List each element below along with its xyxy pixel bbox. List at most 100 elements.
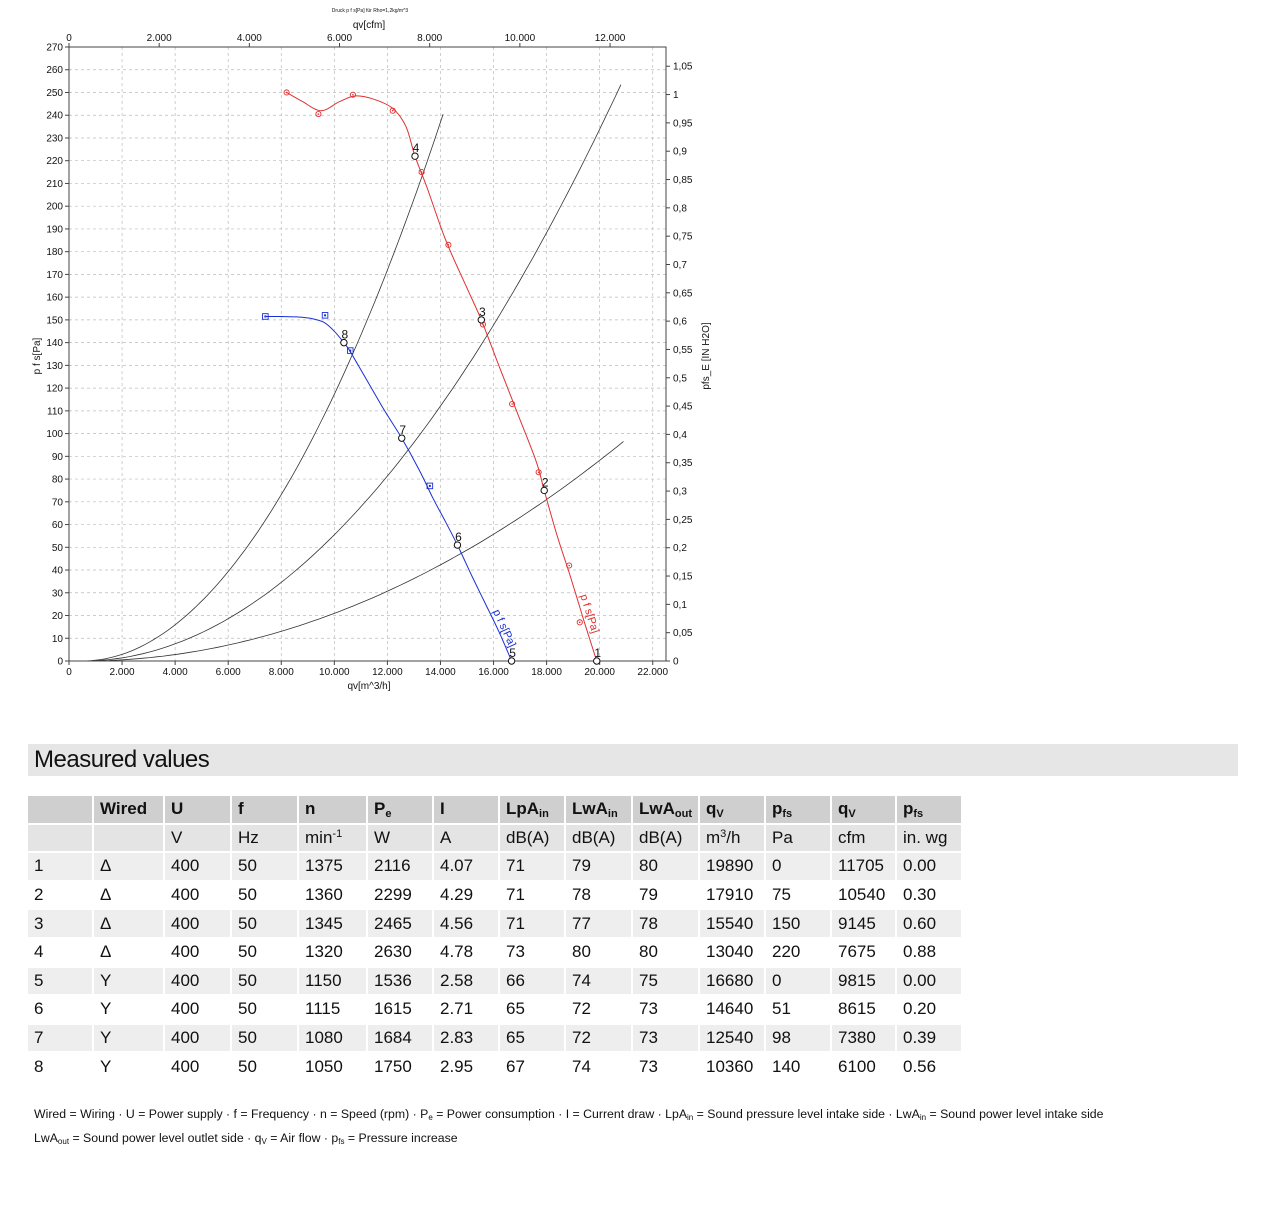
y-tick-label: 10 xyxy=(52,634,64,645)
table-cell: 4.07 xyxy=(434,853,498,880)
curve-marker-dot xyxy=(391,109,394,112)
curve-marker xyxy=(509,400,516,408)
curve-marker-dot xyxy=(447,244,450,246)
table-unit-cell: Pa xyxy=(766,824,830,852)
table-cell: 50 xyxy=(232,881,297,909)
system-curve xyxy=(82,441,624,662)
table-cell: 14640 xyxy=(700,996,764,1023)
curve-marker-dot xyxy=(349,349,352,352)
table-row: 3 Δ 400 50 1345 2465 4.56 71 77 78 15540 150 9145 0.6… xyxy=(28,910,961,937)
y-tick-label: 260 xyxy=(46,65,63,76)
operating-point-8 xyxy=(340,338,348,347)
table-header-cell: qV xyxy=(832,796,895,823)
y-tick-label: 70 xyxy=(52,497,64,508)
operating-point-label-2: 2 xyxy=(542,475,549,489)
table-header-cell: U xyxy=(165,796,230,823)
table-cell: 7 xyxy=(28,1024,92,1052)
table-cell: 79 xyxy=(566,853,631,880)
table-cell: 10360 xyxy=(700,1053,764,1080)
table-cell: 50 xyxy=(232,938,297,966)
fan-curve-1 xyxy=(286,92,598,662)
table-cell: 1 xyxy=(28,853,92,880)
y-tick-label: 0 xyxy=(57,657,63,668)
x-tick-label: 0 xyxy=(66,667,72,678)
table-cell: 19890 xyxy=(700,853,764,880)
y-tick-label: 40 xyxy=(52,566,64,577)
operating-point-label-8: 8 xyxy=(342,328,349,342)
y-right-tick-label: 0,5 xyxy=(673,373,687,384)
table-cell: Y xyxy=(94,967,163,995)
fan-curves: p f s[Pa]p f s[Pa] xyxy=(262,89,601,662)
table-cell: 1345 xyxy=(299,910,366,937)
table-cell: 7675 xyxy=(832,938,895,966)
x-tick-label: 20.000 xyxy=(584,667,615,678)
table-cell: 8615 xyxy=(832,996,895,1023)
table-cell: 72 xyxy=(566,996,631,1023)
fan-curve-chart: p f s[Pa]p f s[Pa] 0 2.000 4.000 6.000 8.000… xyxy=(32,8,712,692)
x-bottom-axis-label: qv[m^3/h] xyxy=(347,681,390,692)
table-header-cell: LwAout xyxy=(633,796,698,823)
y-right-tick-label: 1 xyxy=(673,90,679,101)
table-cell: 75 xyxy=(633,967,698,995)
y-tick-label: 60 xyxy=(52,520,64,531)
table-row: 4 Δ 400 50 1320 2630 4.78 73 80 80 13040 220 7675 0.8… xyxy=(28,938,961,966)
table-unit-cell: cfm xyxy=(832,824,895,852)
y-left-axis-label: p f s[Pa] xyxy=(32,337,43,374)
table-cell: 50 xyxy=(232,967,297,995)
curve-marker xyxy=(426,482,434,490)
table-cell: 65 xyxy=(500,996,564,1023)
operating-point-1 xyxy=(593,657,601,665)
curve-marker-dot xyxy=(352,93,354,96)
table-cell: 4 xyxy=(28,938,92,966)
curve-marker-dot xyxy=(428,484,431,487)
table-cell: 73 xyxy=(500,938,564,966)
y-tick-label: 270 xyxy=(46,43,63,54)
table-cell: Δ xyxy=(94,910,163,937)
y-right-tick-label: 0,75 xyxy=(673,232,693,243)
table-cell: 9145 xyxy=(832,910,895,937)
table-unit-cell: Hz xyxy=(232,824,297,852)
table-cell: 1375 xyxy=(299,853,366,880)
y-tick-label: 170 xyxy=(46,270,63,281)
y-right-tick-label: 0,6 xyxy=(673,317,687,328)
plot-frame xyxy=(68,46,667,662)
x-top-tick-label: 6.000 xyxy=(327,33,352,44)
table-cell: 16680 xyxy=(700,967,764,995)
y-right-tick-label: 0,4 xyxy=(673,430,687,441)
y-right-tick-label: 0,85 xyxy=(673,175,693,186)
table-cell: Y xyxy=(94,1053,163,1080)
table-unit-cell: m3/h xyxy=(700,824,764,852)
table-row: 1 Δ 400 50 1375 2116 4.07 71 79 80 19890 0 11705 0.00 xyxy=(28,853,961,880)
y-tick-label: 140 xyxy=(46,338,63,349)
x-tick-label: 14.000 xyxy=(425,667,456,678)
x-top-tick-label: 0 xyxy=(66,33,72,44)
table-cell: 6 xyxy=(28,996,92,1023)
table-header-cell: pfs xyxy=(897,796,961,823)
table-cell: 78 xyxy=(566,881,631,909)
table-cell: 50 xyxy=(232,853,297,880)
table-cell: 400 xyxy=(165,938,230,966)
table-cell: 0.00 xyxy=(897,967,961,995)
x-top-tick-label: 12.000 xyxy=(595,33,626,44)
y-tick-label: 240 xyxy=(46,111,63,122)
curve-marker xyxy=(262,313,269,320)
y-tick-label: 20 xyxy=(52,611,64,622)
curve-marker xyxy=(347,347,354,354)
y-right-tick-label: 0,3 xyxy=(673,487,687,498)
table-cell: 1080 xyxy=(299,1024,366,1052)
table-cell: 1150 xyxy=(299,967,366,995)
table-cell: 0.56 xyxy=(897,1053,961,1080)
table-cell: 7380 xyxy=(832,1024,895,1052)
y-right-tick-label: 0 xyxy=(673,657,679,668)
x-tick-label: 2.000 xyxy=(110,667,135,678)
table-cell: 77 xyxy=(566,910,631,937)
table-cell: 79 xyxy=(633,881,698,909)
table-cell: 98 xyxy=(766,1024,830,1052)
table-cell: 17910 xyxy=(700,881,764,909)
operating-point-label-1: 1 xyxy=(594,646,601,660)
table-unit-cell: V xyxy=(165,824,230,852)
table-cell: 0 xyxy=(766,853,830,880)
y-tick-label: 190 xyxy=(46,224,63,235)
y-tick-label: 250 xyxy=(46,88,63,99)
